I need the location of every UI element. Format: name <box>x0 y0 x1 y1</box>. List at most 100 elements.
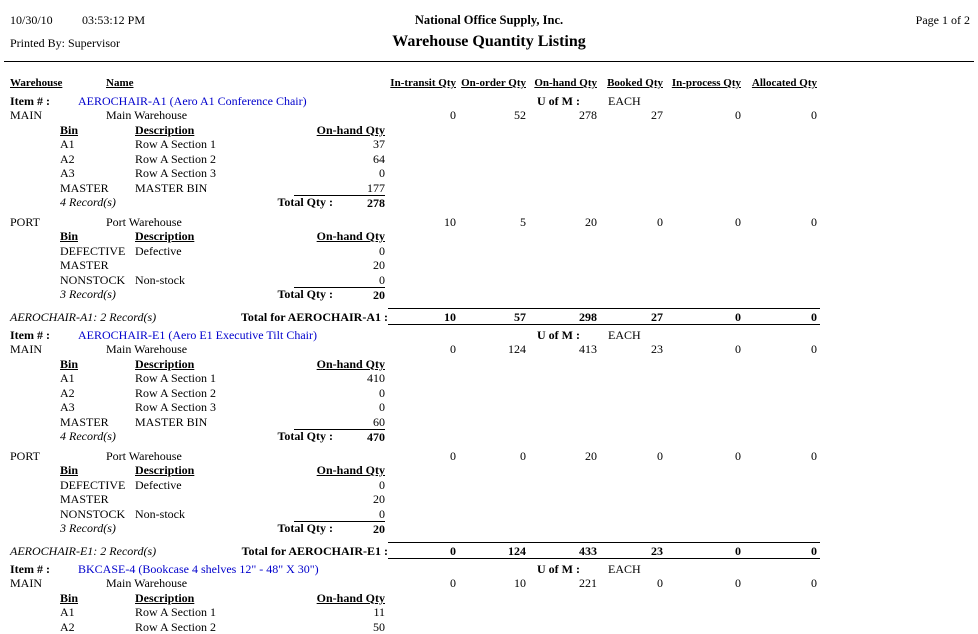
item-header-row: Item # : BKCASE-4 (Bookcase 4 shelves 12"… <box>0 562 978 577</box>
bin-column-label: Bin <box>60 591 78 605</box>
warehouse-qty: 0 <box>717 108 817 122</box>
bin-qty: 0 <box>295 386 385 400</box>
bin-qty: 11 <box>295 605 385 619</box>
uom-label: U of M : <box>537 562 580 576</box>
bin-description: Defective <box>135 478 182 492</box>
bin-record-count: 3 Record(s) <box>60 287 116 301</box>
warehouse-name: Port Warehouse <box>106 215 182 229</box>
bin-code: A2 <box>60 386 75 400</box>
company-name: National Office Supply, Inc. <box>0 13 978 28</box>
bin-qty: 177 <box>295 181 385 195</box>
bin-description: Row A Section 3 <box>135 166 216 180</box>
item-total-qty: 0 <box>717 310 817 324</box>
uom-value: EACH <box>608 94 641 108</box>
item-record-count: AEROCHAIR-E1: 2 Record(s) <box>10 544 156 558</box>
bin-description-label: Description <box>135 229 194 243</box>
bin-code: A1 <box>60 371 75 385</box>
bin-description: Non-stock <box>135 507 185 521</box>
bin-code: A3 <box>60 166 75 180</box>
bin-record-count: 4 Record(s) <box>60 195 116 209</box>
bin-on-hand-label: On-hand Qty <box>295 463 385 477</box>
bin-description: MASTER BIN <box>135 415 207 429</box>
item-link[interactable]: AEROCHAIR-A1 (Aero A1 Conference Chair) <box>78 94 307 108</box>
bin-code: A2 <box>60 620 75 634</box>
warehouse-name: Main Warehouse <box>106 342 187 356</box>
item-summary-row: AEROCHAIR-E1: 2 Record(s)Total for AEROC… <box>0 542 978 559</box>
bin-description-label: Description <box>135 591 194 605</box>
uom-label: U of M : <box>537 328 580 342</box>
bin-row: A1 Row A Section 1 410 <box>0 371 978 386</box>
bin-qty: 50 <box>295 620 385 634</box>
report-title: Warehouse Quantity Listing <box>0 33 978 51</box>
warehouse-qty: 0 <box>717 449 817 463</box>
bin-record-count: 3 Record(s) <box>60 521 116 535</box>
bin-column-label: Bin <box>60 229 78 243</box>
bin-code: A3 <box>60 400 75 414</box>
uom-label: U of M : <box>537 94 580 108</box>
bin-qty: 0 <box>295 478 385 492</box>
bin-qty: 20 <box>295 258 385 272</box>
bin-description: Row A Section 2 <box>135 620 216 634</box>
bin-description: Row A Section 1 <box>135 605 216 619</box>
warehouse-name: Main Warehouse <box>106 576 187 590</box>
warehouse-code: MAIN <box>10 342 42 356</box>
column-name: Name <box>106 76 134 90</box>
bin-description-label: Description <box>135 123 194 137</box>
item-record-count: AEROCHAIR-A1: 2 Record(s) <box>10 310 156 324</box>
bin-description: Row A Section 3 <box>135 400 216 414</box>
bin-code: A2 <box>60 152 75 166</box>
item-link[interactable]: AEROCHAIR-E1 (Aero E1 Executive Tilt Cha… <box>78 328 317 342</box>
bin-on-hand-label: On-hand Qty <box>295 357 385 371</box>
bin-row: NONSTOCK Non-stock 0 <box>0 507 978 522</box>
bin-code: NONSTOCK <box>60 507 125 521</box>
bin-code: A1 <box>60 605 75 619</box>
warehouse-code: MAIN <box>10 576 42 590</box>
warehouse-total-row: 3 Record(s)Total Qty :20 <box>0 287 978 302</box>
bin-description: Row A Section 2 <box>135 152 216 166</box>
bin-qty: 0 <box>295 273 385 287</box>
item-link[interactable]: BKCASE-4 (Bookcase 4 shelves 12" - 48" X… <box>78 562 319 576</box>
bin-qty: 0 <box>295 507 385 521</box>
bin-qty: 37 <box>295 137 385 151</box>
total-qty-value: 20 <box>294 521 385 536</box>
item-header-row: Item # :AEROCHAIR-E1 (Aero E1 Executive … <box>0 328 978 343</box>
column-allocated-qty: Allocated Qty <box>717 76 817 90</box>
bin-column-label: Bin <box>60 123 78 137</box>
column-warehouse: Warehouse <box>10 76 62 90</box>
bin-code: MASTER <box>60 258 109 272</box>
bin-qty: 410 <box>295 371 385 385</box>
warehouse-qty: 0 <box>717 576 817 590</box>
bin-row: A1 Row A Section 1 11 <box>0 605 978 620</box>
bin-code: MASTER <box>60 181 109 195</box>
warehouse-code: MAIN <box>10 108 42 122</box>
warehouse-code: PORT <box>10 449 40 463</box>
bin-description-label: Description <box>135 463 194 477</box>
page-number: Page 1 of 2 <box>916 13 970 28</box>
total-qty-value: 20 <box>294 287 385 302</box>
warehouse-total-row: 3 Record(s)Total Qty :20 <box>0 521 978 536</box>
total-qty-value: 470 <box>294 429 385 444</box>
item-number-label: Item # : <box>10 562 50 576</box>
header-rule <box>4 61 974 62</box>
warehouse-code: PORT <box>10 215 40 229</box>
bin-description: Row A Section 1 <box>135 371 216 385</box>
item-summary-row: AEROCHAIR-A1: 2 Record(s)Total for AEROC… <box>0 308 978 325</box>
warehouse-total-row: 4 Record(s)Total Qty :470 <box>0 429 978 444</box>
